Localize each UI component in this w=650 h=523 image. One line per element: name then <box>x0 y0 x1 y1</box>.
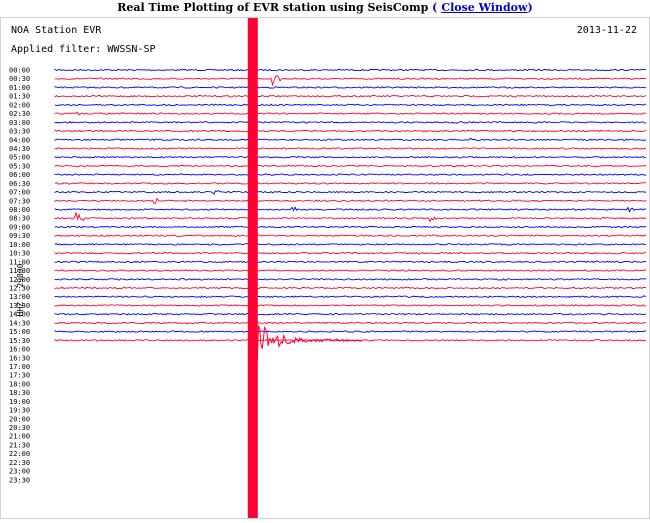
y-tick-label: 13:30 <box>9 302 30 310</box>
seismic-trace <box>54 189 647 195</box>
channel-label: HHZ - 29000 <box>16 263 25 316</box>
y-tick-label: 14:30 <box>9 319 30 327</box>
seismic-trace <box>54 206 647 213</box>
y-tick-label: 11:00 <box>9 258 30 266</box>
y-tick-label: 17:00 <box>9 363 30 371</box>
page-title-text: Real Time Plotting of EVR station using … <box>117 1 429 14</box>
y-tick-label: 20:30 <box>9 424 30 432</box>
seismic-trace <box>54 103 647 107</box>
seismic-trace <box>54 173 647 176</box>
seismic-trace <box>54 68 646 72</box>
y-tick-label: 04:00 <box>9 136 30 144</box>
y-tick-label: 10:00 <box>9 241 30 249</box>
y-tick-label: 03:00 <box>9 119 30 127</box>
seismic-trace <box>54 243 647 246</box>
seismic-trace <box>54 251 647 255</box>
y-tick-label: 07:30 <box>9 197 30 205</box>
y-tick-label: 00:00 <box>9 67 30 75</box>
y-tick-label: 09:00 <box>9 223 30 231</box>
y-tick-label: 09:30 <box>9 232 30 240</box>
y-tick-label: 21:00 <box>9 433 30 441</box>
seismic-trace <box>54 74 647 87</box>
y-tick-label: 11:30 <box>9 267 30 275</box>
seismic-trace <box>54 330 647 333</box>
y-tick-label: 23:30 <box>9 476 30 484</box>
y-tick-label: 14:00 <box>9 311 30 319</box>
seismic-trace <box>54 304 647 307</box>
seismic-trace <box>54 147 647 150</box>
large-event-coda <box>256 324 362 362</box>
seismic-trace <box>54 155 647 159</box>
y-tick-label: 21:30 <box>9 441 30 449</box>
seismic-trace <box>54 278 647 281</box>
seismic-trace <box>54 182 646 185</box>
y-tick-label: 16:30 <box>9 354 30 362</box>
y-tick-label: 19:00 <box>9 398 30 406</box>
helicorder-svg: NOA Station EVR 2013-11-22 Applied filte… <box>9 18 647 518</box>
seismic-trace <box>54 269 647 272</box>
seismic-trace <box>54 312 647 316</box>
y-tick-label: 06:30 <box>9 180 30 188</box>
y-tick-label: 01:30 <box>9 93 30 101</box>
y-tick-label: 07:00 <box>9 189 30 197</box>
seismic-trace <box>54 121 647 124</box>
y-tick-label: 08:30 <box>9 215 30 223</box>
plot-date: 2013-11-22 <box>577 25 637 36</box>
seismic-trace <box>54 86 647 89</box>
y-tick-label: 03:30 <box>9 128 30 136</box>
y-tick-label: 02:30 <box>9 110 30 118</box>
y-tick-label: 22:00 <box>9 450 30 458</box>
close-window-link[interactable]: Close Window <box>441 1 528 14</box>
y-tick-label: 06:00 <box>9 171 30 179</box>
seismic-trace <box>54 137 647 142</box>
y-tick-label: 15:30 <box>9 337 30 345</box>
page-title: Real Time Plotting of EVR station using … <box>117 1 533 14</box>
seismic-trace <box>54 129 647 133</box>
seismic-trace <box>54 295 647 298</box>
y-tick-label: 00:30 <box>9 75 30 83</box>
y-tick-label: 16:00 <box>9 346 30 354</box>
y-tick-label: 22:30 <box>9 459 30 467</box>
seismic-trace <box>54 234 647 237</box>
y-tick-label: 15:00 <box>9 328 30 336</box>
y-tick-label: 04:30 <box>9 145 30 153</box>
y-tick-label: 12:00 <box>9 276 30 284</box>
y-tick-label: 05:30 <box>9 162 30 170</box>
y-tick-label: 18:30 <box>9 389 30 397</box>
seismic-trace <box>54 94 647 98</box>
y-tick-label: 02:00 <box>9 101 30 109</box>
helicorder-plot: NOA Station EVR 2013-11-22 Applied filte… <box>0 17 650 519</box>
filter-label: Applied filter: WWSSN-SP <box>11 44 156 55</box>
y-tick-label: 13:00 <box>9 293 30 301</box>
seismic-trace <box>54 286 647 290</box>
y-tick-label: 19:30 <box>9 407 30 415</box>
y-tick-label: 23:00 <box>9 468 30 476</box>
y-tick-label: 01:00 <box>9 84 30 92</box>
y-tick-label: 18:00 <box>9 380 30 388</box>
station-name: NOA Station EVR <box>11 25 102 36</box>
seismic-trace <box>54 164 647 168</box>
seismic-trace <box>54 260 647 264</box>
y-tick-label: 17:30 <box>9 372 30 380</box>
y-tick-label: 10:30 <box>9 250 30 258</box>
seismic-trace <box>54 212 647 223</box>
large-event-spike <box>247 18 258 518</box>
y-tick-label: 12:30 <box>9 285 30 293</box>
y-tick-label: 08:00 <box>9 206 30 214</box>
seismic-trace <box>54 111 647 116</box>
y-tick-label: 20:00 <box>9 415 30 423</box>
y-tick-label: 05:00 <box>9 154 30 162</box>
seismic-trace <box>54 197 647 204</box>
seismic-trace <box>54 225 647 229</box>
seismic-trace <box>54 321 647 325</box>
